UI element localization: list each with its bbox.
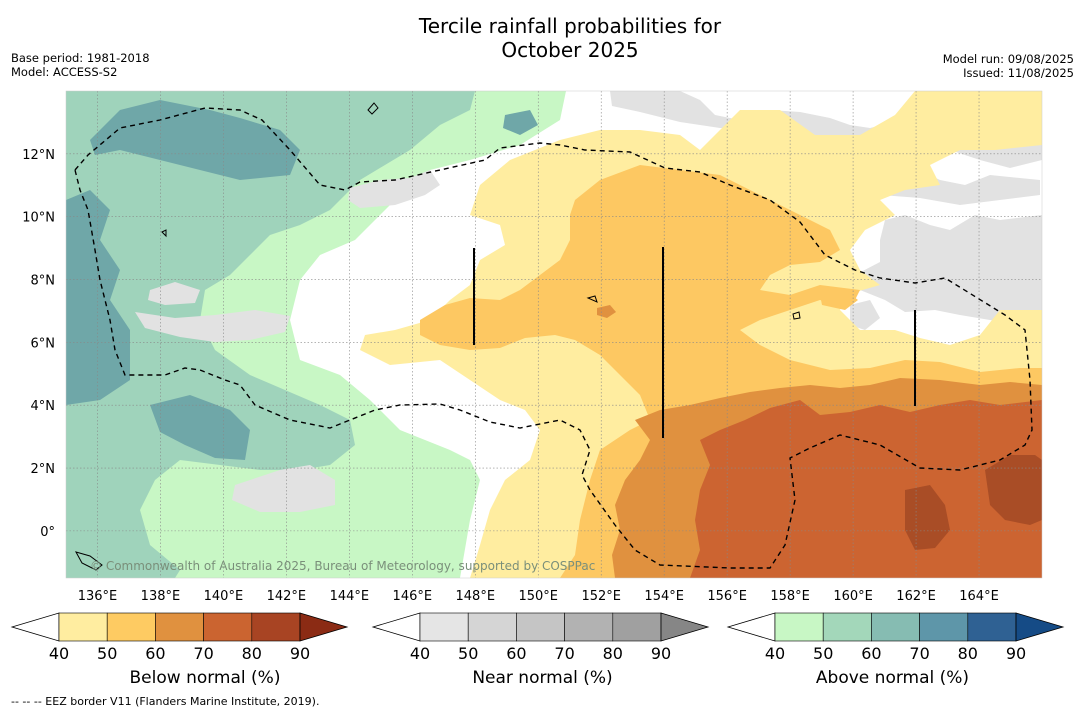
- colorbar-segment: [467, 612, 517, 642]
- colorbar-min-extend: [10, 612, 60, 642]
- colorbar-3: 40 50 60 70 80 90: [726, 612, 1065, 663]
- island-markers: [473, 247, 916, 438]
- above-50-region: [66, 91, 475, 578]
- lon-tick-label: 148°E: [456, 589, 496, 604]
- lon-tick-label: 156°E: [707, 589, 747, 604]
- meta-left: Base period: 1981-2018 Model: ACCESS-S2: [11, 51, 150, 79]
- issued-text: Issued: 11/08/2025: [963, 66, 1074, 80]
- below-60-islet: [820, 290, 858, 310]
- lat-tick-label: 6°N: [31, 336, 56, 351]
- colorbar-tick-label: 40: [765, 644, 785, 663]
- colorbar-segment: [251, 612, 301, 642]
- colorbar-tick-label: 70: [193, 644, 213, 663]
- colorbar-tick-label: 60: [506, 644, 526, 663]
- lon-tick-label: 142°E: [267, 589, 307, 604]
- colorbar-tick-label: 70: [554, 644, 574, 663]
- base-period-text: Base period: 1981-2018: [11, 51, 150, 65]
- map-plot-area: © Commonwealth of Australia 2025, Bureau…: [66, 91, 1042, 578]
- lon-tick-label: 158°E: [770, 589, 810, 604]
- colorbar-max-extend: [299, 612, 349, 642]
- grid-lines: [66, 91, 1042, 578]
- latitude-labels: 0° 2°N 4°N 6°N 8°N 10°N 12°N: [22, 148, 55, 540]
- lon-tick-label: 140°E: [204, 589, 244, 604]
- lon-tick-label: 150°E: [518, 589, 558, 604]
- colorbar-min-extend: [371, 612, 421, 642]
- above-60-region-islet: [503, 110, 538, 135]
- above-60-region-west: [66, 190, 130, 405]
- lon-tick-label: 154°E: [644, 589, 684, 604]
- colorbar-segment: [203, 612, 253, 642]
- lat-tick-label: 10°N: [22, 211, 55, 226]
- colorbar-segment: [871, 612, 920, 642]
- lon-tick-label: 144°E: [330, 589, 370, 604]
- lon-tick-label: 164°E: [959, 589, 999, 604]
- lon-tick-label: 136°E: [78, 589, 118, 604]
- chart-title: Tercile rainfall probabilities for Octob…: [0, 14, 1085, 62]
- below-90-region-east: [985, 455, 1042, 525]
- lon-tick-label: 152°E: [581, 589, 621, 604]
- below-70-islet: [597, 305, 616, 318]
- colorbar-tick-label: 80: [603, 644, 623, 663]
- lat-tick-label: 8°N: [31, 274, 56, 289]
- lon-tick-label: 138°E: [141, 589, 181, 604]
- lon-tick-label: 162°E: [896, 589, 936, 604]
- lat-tick-label: 0°: [40, 525, 55, 540]
- meta-right: Model run: 09/08/2025 Issued: 11/08/2025: [943, 52, 1074, 80]
- colorbar-1: 40 50 60 70 80 90: [10, 612, 349, 663]
- title-line-2: October 2025: [501, 38, 639, 62]
- colorbar-segment: [419, 612, 469, 642]
- colorbar-tick-label: 50: [458, 644, 478, 663]
- colorbar-max-extend: [660, 612, 710, 642]
- lat-tick-label: 12°N: [22, 148, 55, 163]
- colorbar-tick-label: 90: [651, 644, 671, 663]
- colorbar-tick-label: 90: [290, 644, 310, 663]
- lat-tick-label: 2°N: [31, 462, 56, 477]
- colorbar-segment: [564, 612, 614, 642]
- model-run-text: Model run: 09/08/2025: [942, 52, 1074, 66]
- colorbar-tick-label: 80: [958, 644, 978, 663]
- colorbar-segment: [822, 612, 872, 642]
- eez-footnote: -- -- -- EEZ border V11 (Flanders Marine…: [11, 695, 320, 708]
- colorbar-segment: [58, 612, 108, 642]
- eez-border: [74, 107, 1033, 569]
- longitude-labels: 136°E 138°E 140°E 142°E 144°E 146°E 148°E 150°E…: [78, 589, 999, 604]
- colorbar-min-extend: [726, 612, 776, 642]
- above-60-region-north: [90, 100, 300, 180]
- below-normal-label: Below normal (%): [129, 668, 281, 688]
- title-line-1: Tercile rainfall probabilities for: [418, 14, 722, 38]
- below-80-region: [690, 400, 1042, 578]
- colorbar-segment: [967, 612, 1017, 642]
- colorbar-segment: [919, 612, 969, 642]
- colorbar-tick-label: 40: [49, 644, 69, 663]
- colorbar-tick-label: 60: [861, 644, 881, 663]
- colorbar-tick-label: 80: [242, 644, 262, 663]
- colorbar-segment: [774, 612, 824, 642]
- colorbars: 40 50 60 70 80 90 40 50 60 70 80 90 40 50 60 70 80 90: [10, 612, 1065, 663]
- colorbar-segment: [155, 612, 204, 642]
- lat-tick-label: 4°N: [31, 399, 56, 414]
- lon-tick-label: 160°E: [833, 589, 873, 604]
- colorbar-tick-label: 90: [1006, 644, 1026, 663]
- above-normal-label: Above normal (%): [815, 668, 970, 688]
- colorbar-tick-label: 70: [909, 644, 929, 663]
- near-normal-label: Near normal (%): [472, 668, 613, 688]
- lon-tick-label: 146°E: [393, 589, 433, 604]
- colorbar-segment: [612, 612, 662, 642]
- colorbar-segment: [516, 612, 565, 642]
- colorbar-2: 40 50 60 70 80 90: [371, 612, 710, 663]
- colorbar-tick-label: 50: [97, 644, 117, 663]
- colorbar-tick-label: 50: [813, 644, 833, 663]
- above-60-region-south: [150, 395, 250, 460]
- plot-frame: [65, 90, 1043, 579]
- colorbar-tick-label: 60: [145, 644, 165, 663]
- colorbar-max-extend: [1015, 612, 1065, 642]
- colorbar-tick-label: 40: [410, 644, 430, 663]
- copyright-text: © Commonwealth of Australia 2025, Bureau…: [90, 559, 595, 573]
- model-text: Model: ACCESS-S2: [11, 65, 118, 79]
- colorbar-segment: [106, 612, 156, 642]
- island-outlines: [74, 102, 801, 571]
